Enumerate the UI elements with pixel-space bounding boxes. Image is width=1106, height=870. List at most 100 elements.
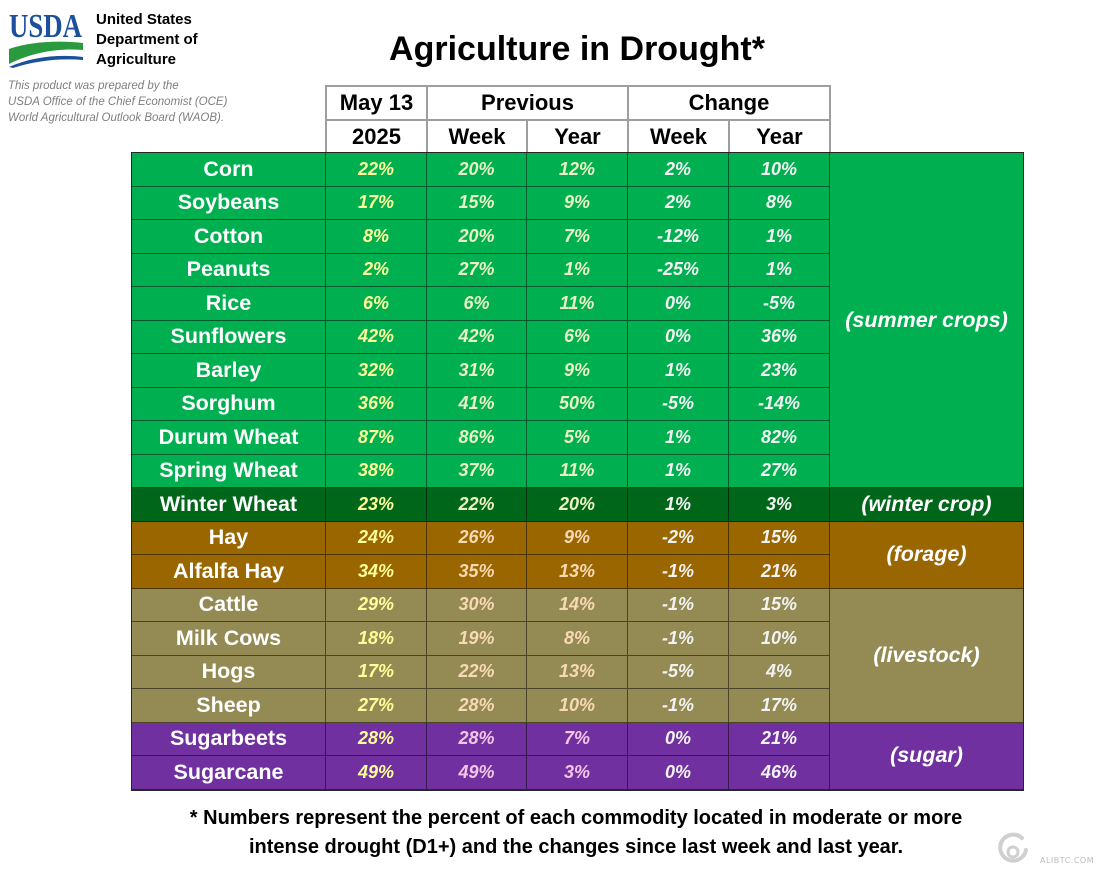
prepared-by-line: This product was prepared by the	[8, 80, 179, 92]
prepared-by-note: This product was prepared by the USDA Of…	[8, 78, 227, 126]
cell-sugarbeets-change-week: 0%	[628, 722, 729, 756]
usda-logo: USDA	[9, 10, 83, 68]
cell-milk-cows-previous-year: 8%	[527, 622, 628, 656]
row-label-sheep: Sheep	[132, 689, 326, 723]
header-previous: Previous	[428, 87, 627, 119]
cell-barley-change-week: 1%	[628, 354, 729, 388]
row-label-rice: Rice	[132, 287, 326, 321]
cell-barley-previous-week: 31%	[427, 354, 527, 388]
agency-name-line: United States	[96, 11, 192, 28]
row-label-cattle: Cattle	[132, 588, 326, 622]
cell-soybeans-change-year: 8%	[729, 186, 830, 220]
cell-sunflowers-change-year: 36%	[729, 320, 830, 354]
cell-cotton-previous-year: 7%	[527, 220, 628, 254]
cell-barley-may-13-2025: 32%	[326, 354, 427, 388]
cell-milk-cows-may-13-2025: 18%	[326, 622, 427, 656]
cell-spring-wheat-previous-year: 11%	[527, 454, 628, 488]
cell-winter-wheat-previous-week: 22%	[427, 488, 527, 522]
prepared-by-line: World Agricultural Outlook Board (WAOB).	[8, 112, 225, 124]
row-label-winter-wheat: Winter Wheat	[132, 488, 326, 522]
cell-alfalfa-hay-may-13-2025: 34%	[326, 555, 427, 589]
cell-corn-change-year: 10%	[729, 153, 830, 187]
agency-name: United States Department of Agriculture	[96, 10, 198, 70]
cell-sugarcane-change-year: 46%	[729, 756, 830, 790]
logo-green-swoosh	[9, 41, 83, 64]
cell-sunflowers-may-13-2025: 42%	[326, 320, 427, 354]
header-may-13: May 13	[327, 87, 426, 119]
cell-durum-wheat-previous-week: 86%	[427, 421, 527, 455]
cell-sheep-previous-year: 10%	[527, 689, 628, 723]
cell-durum-wheat-may-13-2025: 87%	[326, 421, 427, 455]
cell-spring-wheat-previous-week: 37%	[427, 454, 527, 488]
cell-sunflowers-change-week: 0%	[628, 320, 729, 354]
cell-sheep-change-week: -1%	[628, 689, 729, 723]
cell-sorghum-previous-week: 41%	[427, 387, 527, 421]
cell-rice-change-week: 0%	[628, 287, 729, 321]
cell-hogs-previous-week: 22%	[427, 655, 527, 689]
subheader-2025: 2025	[327, 121, 426, 152]
cell-sheep-previous-week: 28%	[427, 689, 527, 723]
group-label-forage: (forage)	[830, 521, 1023, 589]
cell-corn-may-13-2025: 22%	[326, 153, 427, 187]
cell-spring-wheat-change-year: 27%	[729, 454, 830, 488]
footnote-line: intense drought (D1+) and the changes si…	[248, 836, 904, 858]
cell-alfalfa-hay-change-week: -1%	[628, 555, 729, 589]
cell-hay-previous-year: 9%	[527, 521, 628, 555]
footnote-line: * Numbers represent the percent of each …	[189, 807, 963, 829]
subheader-change-year: Year	[730, 121, 829, 152]
cell-sugarbeets-previous-year: 7%	[527, 722, 628, 756]
cell-sugarbeets-previous-week: 28%	[427, 722, 527, 756]
cell-corn-change-week: 2%	[628, 153, 729, 187]
cell-soybeans-change-week: 2%	[628, 186, 729, 220]
cell-cattle-change-week: -1%	[628, 588, 729, 622]
cell-winter-wheat-previous-year: 20%	[527, 488, 628, 522]
cell-hay-previous-week: 26%	[427, 521, 527, 555]
row-label-durum-wheat: Durum Wheat	[132, 421, 326, 455]
row-label-peanuts: Peanuts	[132, 253, 326, 287]
cell-corn-previous-week: 20%	[427, 153, 527, 187]
cell-hay-change-week: -2%	[628, 521, 729, 555]
usda-logo-text: USDA	[9, 10, 82, 45]
cell-peanuts-change-week: -25%	[628, 253, 729, 287]
cell-hogs-may-13-2025: 17%	[326, 655, 427, 689]
row-label-barley: Barley	[132, 354, 326, 388]
group-label-summer-crops: (summer crops)	[830, 153, 1023, 488]
cell-sheep-may-13-2025: 27%	[326, 689, 427, 723]
cell-peanuts-previous-week: 27%	[427, 253, 527, 287]
cell-sugarcane-may-13-2025: 49%	[326, 756, 427, 790]
page-title: Agriculture in Drought*	[389, 30, 765, 68]
cell-sugarbeets-may-13-2025: 28%	[326, 722, 427, 756]
cell-hay-may-13-2025: 24%	[326, 521, 427, 555]
cell-sorghum-may-13-2025: 36%	[326, 387, 427, 421]
cell-barley-change-year: 23%	[729, 354, 830, 388]
subheader-change-week: Week	[629, 121, 728, 152]
logo-blue-swoosh	[9, 55, 83, 68]
cell-spring-wheat-change-week: 1%	[628, 454, 729, 488]
cell-rice-change-year: -5%	[729, 287, 830, 321]
row-label-spring-wheat: Spring Wheat	[132, 454, 326, 488]
cell-cotton-change-week: -12%	[628, 220, 729, 254]
agency-name-line: Agriculture	[96, 51, 177, 68]
cell-alfalfa-hay-change-year: 21%	[729, 555, 830, 589]
cell-durum-wheat-previous-year: 5%	[527, 421, 628, 455]
table-header: May 13 Previous Change 2025 Week Year We…	[325, 85, 831, 154]
cell-peanuts-may-13-2025: 2%	[326, 253, 427, 287]
cell-hogs-change-week: -5%	[628, 655, 729, 689]
cell-milk-cows-change-year: 10%	[729, 622, 830, 656]
cell-alfalfa-hay-previous-year: 13%	[527, 555, 628, 589]
cell-winter-wheat-change-year: 3%	[729, 488, 830, 522]
cell-durum-wheat-change-year: 82%	[729, 421, 830, 455]
cell-cattle-previous-week: 30%	[427, 588, 527, 622]
cell-soybeans-may-13-2025: 17%	[326, 186, 427, 220]
cell-spring-wheat-may-13-2025: 38%	[326, 454, 427, 488]
cell-rice-previous-year: 11%	[527, 287, 628, 321]
row-label-soybeans: Soybeans	[132, 186, 326, 220]
cell-peanuts-previous-year: 1%	[527, 253, 628, 287]
cell-cotton-change-year: 1%	[729, 220, 830, 254]
footnote: * Numbers represent the percent of each …	[76, 804, 1076, 862]
row-label-sunflowers: Sunflowers	[132, 320, 326, 354]
cell-soybeans-previous-week: 15%	[427, 186, 527, 220]
cell-cattle-previous-year: 14%	[527, 588, 628, 622]
subheader-previous-year: Year	[528, 121, 627, 152]
cell-cattle-change-year: 15%	[729, 588, 830, 622]
